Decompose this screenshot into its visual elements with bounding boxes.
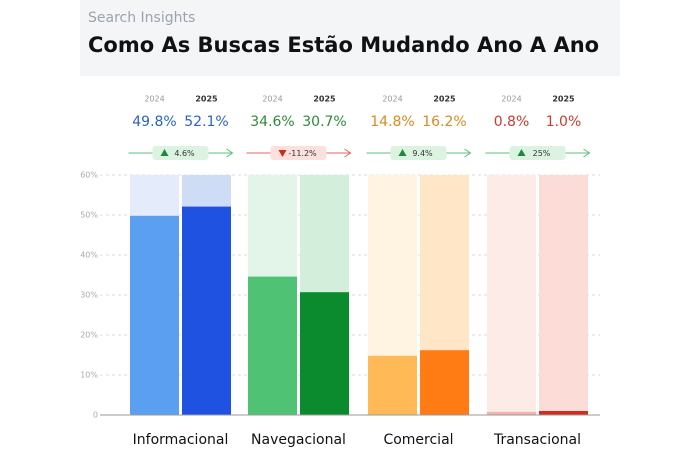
value-label: 0.8% — [494, 114, 530, 130]
chart-title: Como As Buscas Estão Mudando Ano A Ano — [88, 33, 599, 57]
change-triangle — [517, 149, 526, 156]
value-label: 1.0% — [546, 114, 582, 130]
change-label: 4.6% — [174, 149, 195, 158]
legend-year: 2024 — [382, 95, 402, 104]
bar-track — [539, 175, 588, 415]
change-arrowhead — [583, 148, 591, 158]
bar-track — [487, 175, 536, 415]
bar — [248, 276, 297, 415]
change-triangle — [398, 149, 407, 156]
value-label: 34.6% — [250, 114, 294, 130]
bar — [300, 292, 349, 415]
bar — [182, 206, 231, 415]
change-arrowhead — [464, 148, 472, 158]
change-arrowhead — [344, 148, 352, 158]
change-arrowhead — [226, 148, 234, 158]
value-label: 52.1% — [184, 114, 228, 130]
x-tick-label: Comercial — [383, 432, 453, 448]
change-label: 9.4% — [412, 149, 433, 158]
legend-year: 2025 — [195, 95, 218, 104]
y-tick-label: 50% — [80, 211, 98, 220]
x-tick-label: Transacional — [493, 432, 581, 448]
change-triangle — [278, 150, 287, 157]
y-tick-label: 30% — [80, 291, 98, 300]
x-tick-label: Navegacional — [251, 432, 346, 448]
change-triangle — [160, 149, 169, 156]
value-label: 16.2% — [422, 114, 466, 130]
y-tick-label: 20% — [80, 331, 98, 340]
y-tick-label: 0 — [93, 411, 98, 420]
change-label: 25% — [533, 149, 551, 158]
change-pill — [270, 146, 327, 160]
header-band — [80, 0, 620, 76]
legend-year: 2025 — [433, 95, 456, 104]
bar — [368, 355, 417, 415]
legend-year: 2024 — [144, 95, 164, 104]
y-tick-label: 10% — [80, 371, 98, 380]
value-label: 49.8% — [132, 114, 176, 130]
change-label: -11.2% — [288, 149, 317, 158]
bar — [539, 411, 588, 415]
value-label: 14.8% — [370, 114, 414, 130]
change-pill — [390, 146, 447, 160]
y-tick-label: 60% — [80, 171, 98, 180]
bar — [130, 215, 179, 415]
y-tick-label: 40% — [80, 251, 98, 260]
legend-year: 2025 — [552, 95, 575, 104]
x-tick-label: Informacional — [133, 432, 229, 448]
chart-subtitle: Search Insights — [88, 10, 195, 26]
legend-year: 2024 — [501, 95, 521, 104]
bar — [420, 350, 469, 415]
legend-year: 2025 — [313, 95, 336, 104]
legend-year: 2024 — [262, 95, 282, 104]
change-pill — [509, 146, 566, 160]
bar — [487, 411, 536, 415]
change-pill — [152, 146, 209, 160]
value-label: 30.7% — [302, 114, 346, 130]
